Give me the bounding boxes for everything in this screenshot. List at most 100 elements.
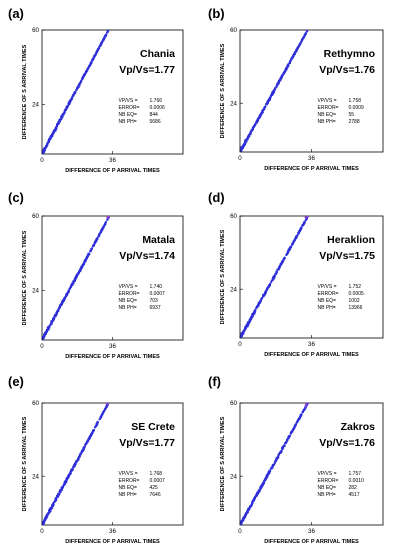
x-tick-label: 36 <box>109 157 116 164</box>
data-point <box>76 274 79 277</box>
data-point <box>109 24 111 26</box>
data-point <box>240 523 243 525</box>
stat-key: ERROR= <box>318 105 339 111</box>
data-point <box>294 424 297 427</box>
y-tick-label: 24 <box>32 102 39 109</box>
data-point <box>63 296 66 300</box>
data-point <box>248 319 251 322</box>
stat-value: 55 <box>349 112 355 118</box>
data-point <box>104 406 108 409</box>
panel-label: (e) <box>8 374 24 389</box>
data-point <box>259 113 263 116</box>
x-tick-label: 0 <box>40 157 44 164</box>
data-point <box>270 93 274 97</box>
chart-panel-6: (f) 0 36 24 60 DIFFERENCE OF P ARRIVAL TIMES D… <box>208 374 384 545</box>
data-point <box>277 267 281 270</box>
scatter-points <box>42 403 110 525</box>
x-tick-label: 0 <box>238 528 242 535</box>
station-name: Matala <box>142 234 175 246</box>
data-point <box>109 23 111 25</box>
data-point <box>105 404 108 407</box>
stat-value: 282 <box>349 485 358 491</box>
data-point <box>95 238 99 241</box>
data-point <box>57 493 60 497</box>
data-point <box>252 499 255 502</box>
station-name: SE Crete <box>131 421 175 433</box>
data-point <box>281 448 284 451</box>
data-point <box>295 235 298 238</box>
data-point <box>251 314 254 318</box>
data-point <box>44 146 47 149</box>
data-point <box>286 437 289 440</box>
panel-label: (f) <box>208 374 221 389</box>
data-point <box>101 226 105 230</box>
data-point <box>272 463 276 466</box>
data-point <box>44 331 48 334</box>
data-point <box>75 88 78 92</box>
data-point <box>292 427 295 430</box>
data-point <box>64 108 67 112</box>
data-point <box>286 64 290 67</box>
stat-key: NB PH= <box>119 492 137 498</box>
data-point <box>270 280 273 284</box>
station-name: Rethymno <box>324 48 375 60</box>
data-point <box>93 426 97 429</box>
data-point <box>74 91 77 95</box>
data-point <box>75 461 78 464</box>
stat-value: 703 <box>150 298 159 304</box>
data-point <box>275 270 278 273</box>
data-point <box>46 142 49 145</box>
data-point <box>286 250 289 253</box>
data-point <box>92 55 96 58</box>
data-point <box>73 278 76 281</box>
scatter-points <box>42 216 110 340</box>
stat-value: 6937 <box>150 305 161 311</box>
data-point <box>79 80 83 83</box>
data-point <box>43 520 46 523</box>
stat-key: NB EQ= <box>318 298 337 304</box>
data-point <box>78 270 81 273</box>
data-point <box>243 514 246 518</box>
data-point <box>109 26 111 28</box>
data-point <box>263 292 267 295</box>
stat-key: NB EQ= <box>119 485 138 491</box>
data-point <box>45 144 48 148</box>
data-point <box>57 307 61 310</box>
data-point <box>91 59 94 62</box>
data-point <box>307 400 309 402</box>
data-point <box>80 267 83 270</box>
stat-value: 1.758 <box>349 98 362 104</box>
y-axis-label: DIFFERENCE OF S ARRIVAL TIMES <box>220 416 226 511</box>
station-name: Chania <box>140 48 175 60</box>
data-point <box>81 450 84 453</box>
chart-panel-5: (e) 0 36 24 60 DIFFERENCE OF P ARRIVAL TIMES D… <box>8 374 184 545</box>
data-point <box>270 467 273 470</box>
data-point <box>67 290 70 294</box>
data-point <box>52 132 55 135</box>
data-point <box>59 117 62 121</box>
data-point <box>302 222 306 225</box>
panel-label: (b) <box>208 6 225 21</box>
data-point <box>66 104 69 108</box>
stat-value: 0.0007 <box>150 478 166 484</box>
data-point <box>269 96 272 99</box>
x-tick-label: 0 <box>40 343 44 350</box>
data-point <box>95 50 98 53</box>
data-point <box>88 437 91 440</box>
data-point <box>283 444 286 447</box>
data-point <box>279 450 283 453</box>
data-point <box>307 213 309 215</box>
stat-value: 0.0009 <box>349 105 365 111</box>
stat-key: NB EQ= <box>119 298 138 304</box>
data-point <box>247 134 251 137</box>
x-axis-label: DIFFERENCE OF P ARRIVAL TIMES <box>65 354 160 360</box>
data-point <box>99 415 103 418</box>
stat-value: 0.0010 <box>349 478 365 484</box>
vpvs-ratio-label: Vp/Vs=1.76 <box>319 437 375 449</box>
stat-value: 1.768 <box>150 471 163 477</box>
data-point <box>107 30 110 32</box>
data-point <box>42 152 45 154</box>
stat-key: ERROR= <box>119 478 140 484</box>
data-point <box>287 435 291 438</box>
data-point <box>104 34 108 38</box>
